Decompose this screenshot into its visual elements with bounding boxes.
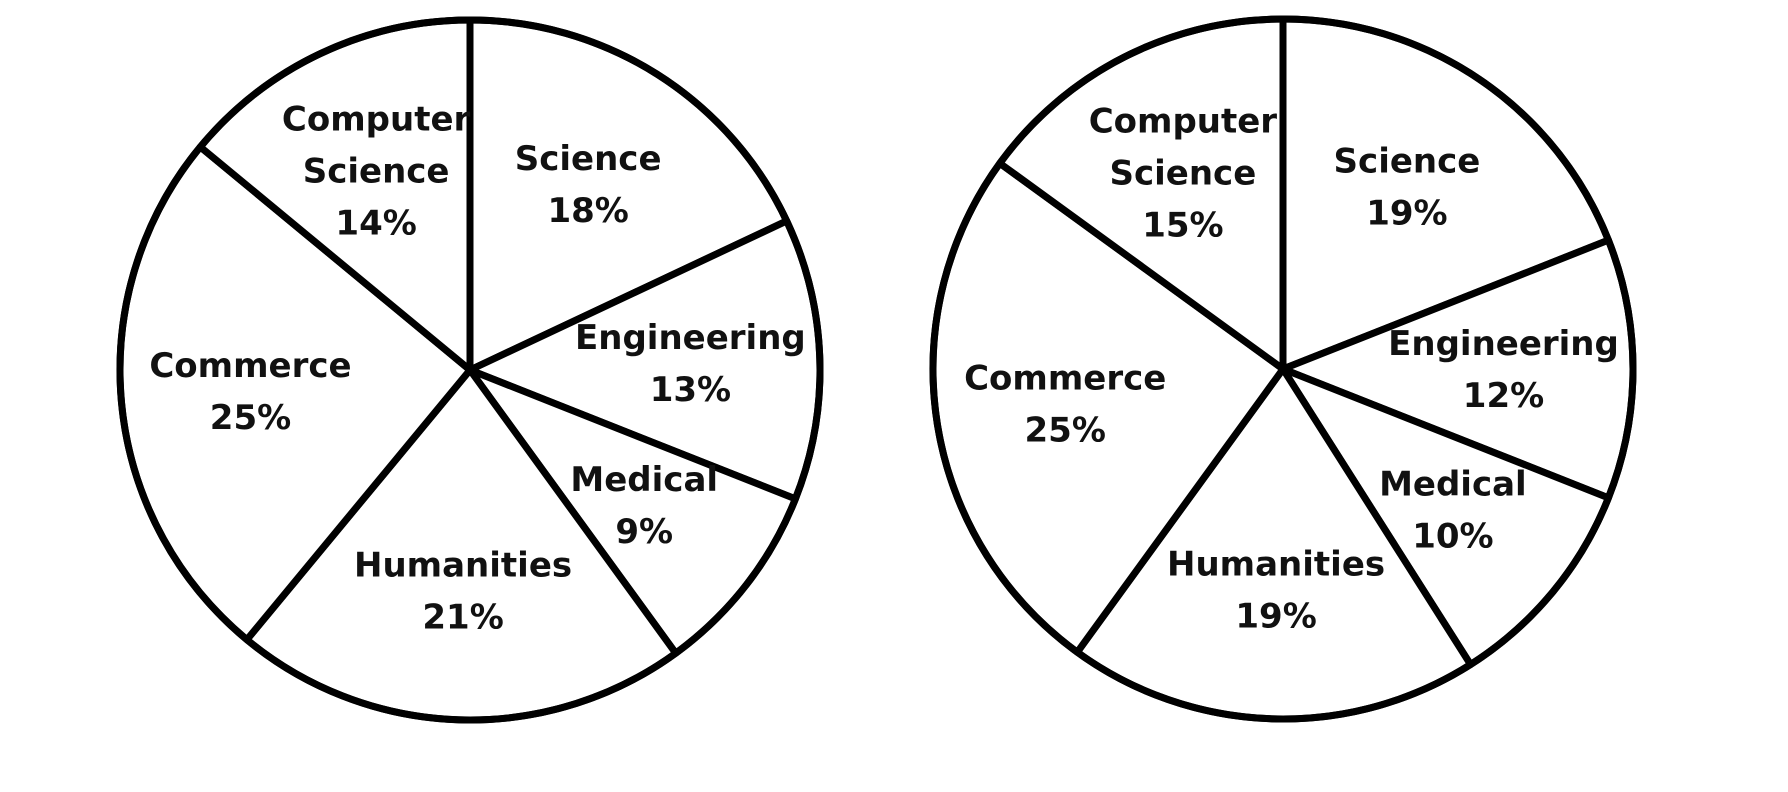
slice-label-engineering: Engineering 13% [575, 318, 806, 410]
slice-name-text: Engineering [575, 318, 806, 358]
slice-value-text: 12% [1463, 376, 1544, 416]
pie-chart-left: Science 18% Engineering 13% Medical 9% Humanit… [116, 16, 824, 724]
pie-outline-circle [929, 15, 1637, 723]
slice-value-text: 18% [547, 191, 628, 231]
slice-label-medical: Medical 9% [570, 460, 718, 552]
slice-name-text: Humanities [354, 545, 572, 585]
slice-label-computer-science: Computer Science 14% [282, 99, 471, 243]
slice-value-text: 13% [650, 370, 731, 410]
slice-label-commerce: Commerce 25% [149, 346, 351, 438]
slice-label-science: Science 19% [1334, 142, 1481, 234]
slice-value-text: 19% [1366, 194, 1447, 234]
slice-label-medical: Medical 10% [1379, 465, 1527, 557]
slice-label-science: Science 18% [515, 139, 662, 231]
slice-value-text: 14% [335, 203, 416, 243]
slice-value-text: 25% [1025, 410, 1106, 450]
slice-value-text: 21% [422, 597, 503, 637]
pie-outline-circle [116, 16, 824, 724]
slice-name-text: Commerce [964, 358, 1166, 398]
pie-chart-right: Science 19% Engineering 12% Medical 10% Humani… [929, 15, 1637, 723]
slice-name-text: Commerce [149, 346, 351, 386]
slice-name-text: Science [1110, 154, 1257, 194]
slice-name-text: Humanities [1167, 544, 1385, 584]
slice-label-computer-science: Computer Science 15% [1089, 102, 1278, 246]
slice-name-text: Science [1334, 142, 1481, 182]
slice-name-text: Medical [1379, 465, 1527, 505]
slice-name-text: Computer [282, 99, 471, 139]
slice-name-text: Science [515, 139, 662, 179]
slice-value-text: 19% [1235, 596, 1316, 636]
slice-value-text: 9% [615, 512, 673, 552]
slice-name-text: Medical [570, 460, 718, 500]
slice-name-text: Science [303, 151, 450, 191]
slice-label-engineering: Engineering 12% [1388, 324, 1619, 416]
slice-label-commerce: Commerce 25% [964, 358, 1166, 450]
slice-value-text: 25% [210, 398, 291, 438]
slice-name-text: Computer [1089, 102, 1278, 142]
slice-label-humanities: Humanities 21% [354, 545, 572, 637]
slice-value-text: 10% [1412, 517, 1493, 557]
slice-name-text: Engineering [1388, 324, 1619, 364]
slice-label-humanities: Humanities 19% [1167, 544, 1385, 636]
slice-value-text: 15% [1142, 206, 1223, 246]
